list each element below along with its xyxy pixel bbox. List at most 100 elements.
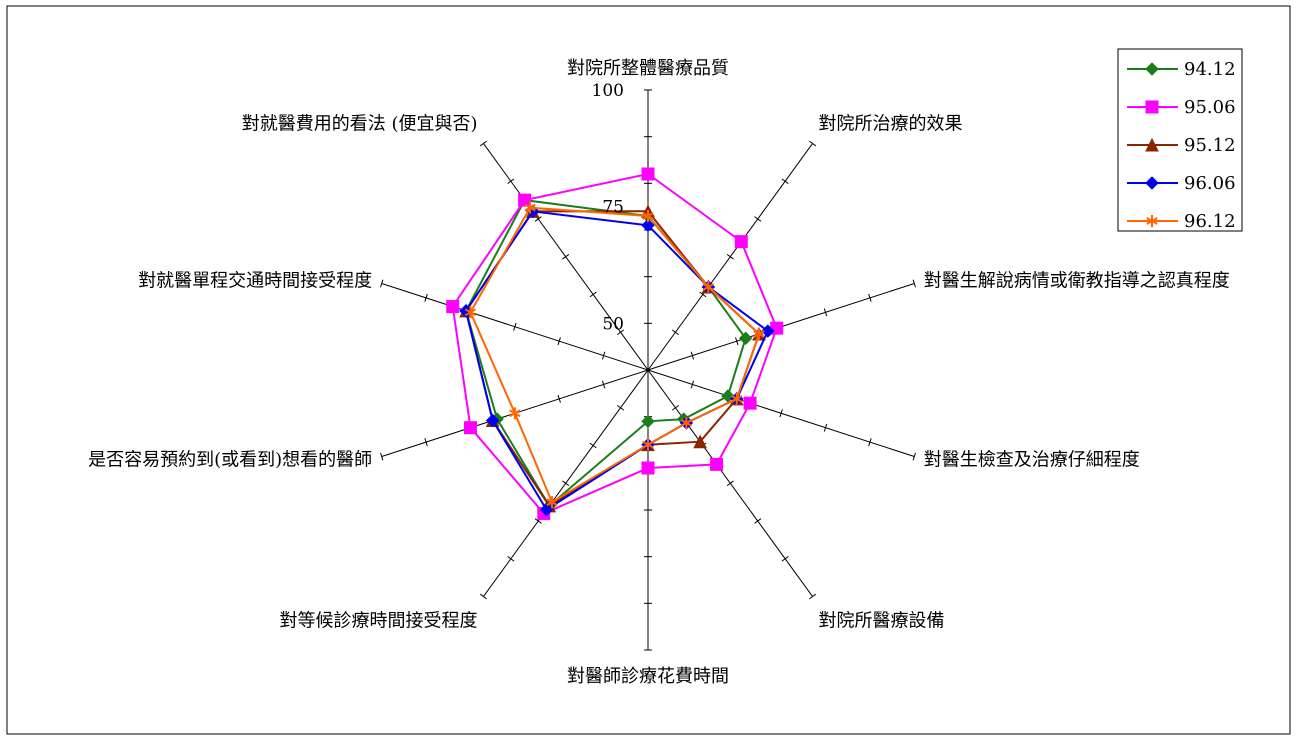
data-point bbox=[641, 167, 655, 181]
legend-marker bbox=[1145, 100, 1159, 114]
legend-marker bbox=[1146, 215, 1158, 227]
axis-tick bbox=[534, 216, 542, 222]
axis-tick bbox=[754, 216, 762, 222]
data-point bbox=[463, 421, 477, 435]
axis-tick bbox=[601, 380, 606, 389]
axis-tick bbox=[479, 593, 487, 600]
data-point bbox=[485, 413, 500, 428]
series-96.12 bbox=[464, 201, 765, 509]
data-point bbox=[693, 434, 707, 449]
legend-label: 94.12 bbox=[1184, 59, 1236, 80]
axis-tick bbox=[513, 322, 517, 331]
axis-tick bbox=[671, 404, 679, 411]
legend-label: 95.06 bbox=[1184, 97, 1236, 118]
data-point bbox=[539, 502, 554, 517]
axis-tick bbox=[690, 351, 695, 360]
axis-tick bbox=[726, 253, 734, 260]
category-label: 對院所醫療設備 bbox=[818, 611, 944, 632]
axis-tick bbox=[424, 293, 428, 302]
axis-tick bbox=[562, 253, 570, 260]
axis-tick bbox=[735, 337, 739, 346]
legend-box bbox=[1117, 48, 1243, 232]
axis-tick bbox=[779, 409, 783, 418]
data-point bbox=[546, 496, 558, 509]
axis-tick bbox=[507, 556, 515, 562]
data-point bbox=[642, 210, 654, 222]
legend-label: 96.12 bbox=[1184, 211, 1236, 232]
axis-tick bbox=[589, 291, 597, 298]
axis-tick bbox=[557, 394, 561, 403]
axis-tick bbox=[424, 438, 428, 447]
axis-tick bbox=[809, 593, 817, 600]
category-label: 對院所整體醫療品質 bbox=[567, 58, 729, 79]
axis-tick bbox=[671, 329, 679, 336]
legend-item: 96.12 bbox=[1127, 211, 1236, 232]
legend-item: 94.12 bbox=[1127, 59, 1236, 80]
category-label: 對醫生檢查及治療仔細程度 bbox=[924, 450, 1140, 471]
axis-tick bbox=[534, 518, 542, 524]
axis-tick bbox=[557, 337, 561, 346]
data-point bbox=[731, 392, 743, 405]
data-point bbox=[524, 201, 536, 214]
axis-tick bbox=[562, 480, 570, 487]
axis-tick bbox=[823, 423, 828, 432]
legend-item: 96.06 bbox=[1127, 173, 1236, 194]
axis-tick bbox=[823, 308, 828, 317]
axis-tick bbox=[601, 351, 606, 360]
data-point bbox=[446, 300, 460, 314]
data-point bbox=[734, 235, 748, 249]
data-point bbox=[464, 306, 477, 319]
data-point bbox=[743, 396, 757, 410]
series-layer bbox=[446, 167, 784, 520]
axis-tick bbox=[699, 291, 707, 298]
category-label: 是否容易預約到(或看到)想看的醫師 bbox=[88, 450, 372, 471]
legend: 94.12 95.06 95.12 96.06 96.12 bbox=[1117, 48, 1243, 232]
series-95.06 bbox=[446, 167, 784, 520]
axis-tick bbox=[868, 293, 872, 302]
category-label: 對院所治療的效果 bbox=[818, 113, 962, 134]
axis-tick bbox=[479, 140, 487, 147]
data-point bbox=[641, 414, 655, 429]
axis-tick bbox=[809, 140, 817, 147]
legend-marker bbox=[1145, 62, 1159, 76]
legend-item: 95.06 bbox=[1127, 97, 1236, 118]
axis-tick bbox=[868, 438, 872, 447]
category-label: 對就醫單程交通時間接受程度 bbox=[138, 270, 372, 291]
axis-tick bbox=[589, 442, 597, 449]
axis-tick bbox=[912, 279, 917, 288]
tick-label: 100 bbox=[592, 81, 624, 101]
axis-tick bbox=[507, 178, 515, 184]
data-point bbox=[710, 457, 724, 471]
data-point bbox=[642, 438, 654, 451]
legend-label: 96.06 bbox=[1184, 173, 1236, 194]
data-point bbox=[761, 324, 775, 338]
axis-tick bbox=[379, 452, 384, 461]
data-point bbox=[680, 416, 693, 429]
axis-tick bbox=[617, 329, 625, 336]
data-point bbox=[753, 327, 765, 340]
axis-tick bbox=[781, 556, 789, 562]
category-label: 對就醫費用的看法 (便宜與否) bbox=[242, 113, 478, 134]
axis-tick bbox=[781, 178, 789, 184]
data-point bbox=[702, 280, 715, 293]
data-point bbox=[518, 193, 532, 207]
axis-tick bbox=[617, 404, 625, 411]
data-point bbox=[509, 407, 521, 420]
category-label: 對醫生解說病情或衛教指導之認真程度 bbox=[924, 270, 1230, 291]
legend-marker bbox=[1145, 137, 1159, 152]
axis-tick bbox=[690, 380, 695, 389]
data-point bbox=[641, 218, 655, 233]
axis-tick bbox=[754, 518, 762, 524]
tick-label: 50 bbox=[602, 314, 624, 334]
axis-tick bbox=[726, 480, 734, 487]
legend-marker bbox=[1145, 176, 1159, 190]
legend-item: 95.12 bbox=[1127, 135, 1236, 156]
data-point bbox=[641, 461, 655, 475]
axis-tick bbox=[912, 452, 917, 461]
category-label: 對等候診療時間接受程度 bbox=[280, 611, 478, 632]
axis-tick bbox=[379, 279, 384, 288]
category-label: 對醫師診療花費時間 bbox=[567, 666, 729, 687]
data-point bbox=[738, 331, 753, 345]
